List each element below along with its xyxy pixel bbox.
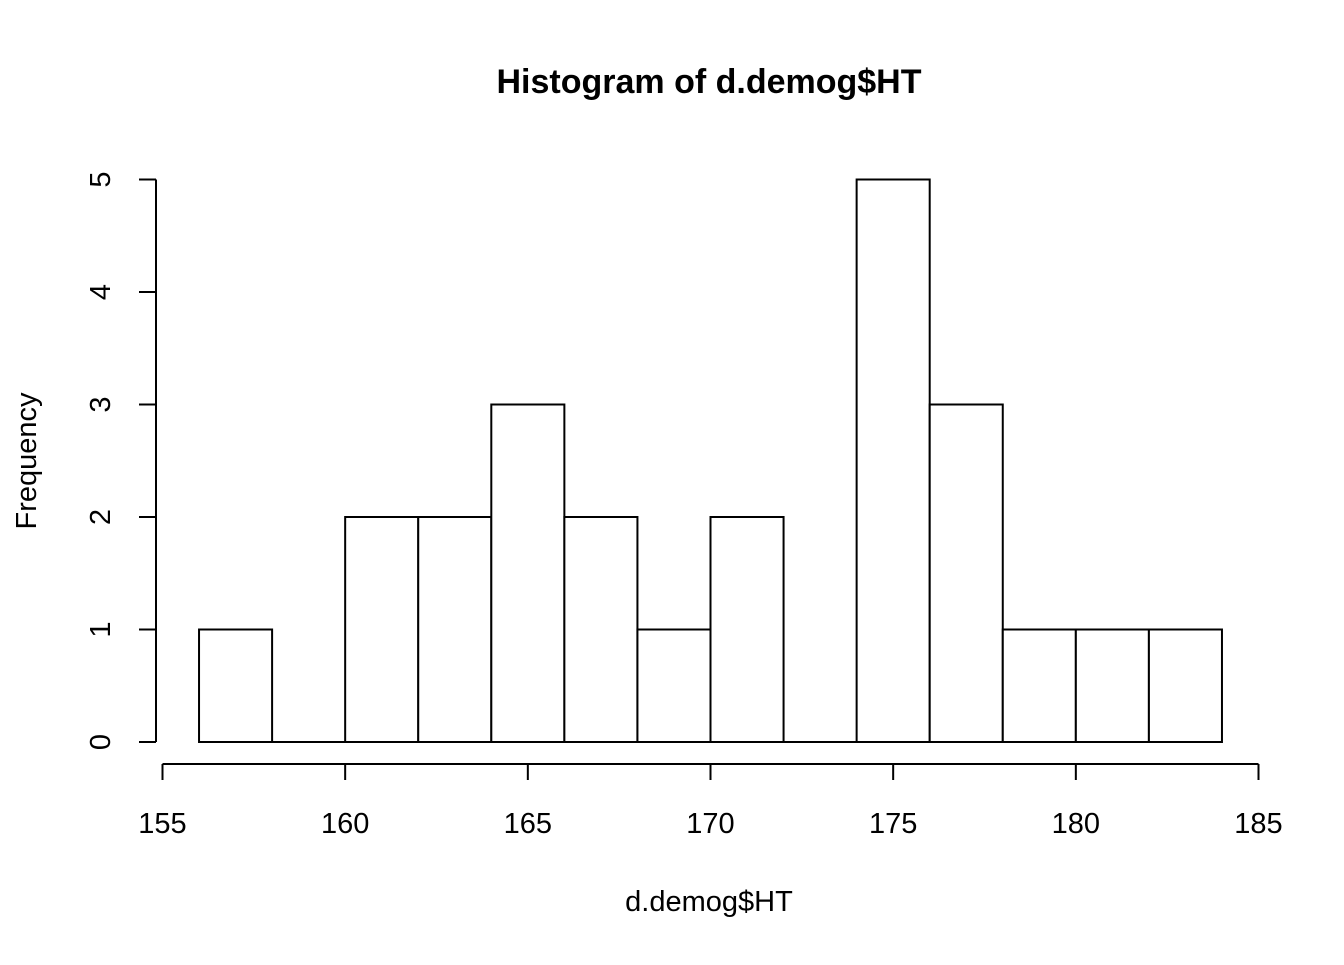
y-tick-label: 5: [85, 171, 117, 187]
y-tick-label: 4: [85, 284, 117, 300]
histogram-bar: [417, 516, 493, 743]
x-tick-label: 155: [138, 808, 186, 840]
chart-title: Histogram of d.demog$HT: [496, 63, 921, 101]
histogram-bar: [563, 516, 639, 743]
y-axis: 0 1 2 3 4 5: [85, 171, 157, 750]
histogram-bar: [855, 178, 931, 743]
x-axis-label: d.demog$HT: [625, 886, 793, 918]
bars-layer: [198, 178, 1223, 743]
histogram-bar: [198, 628, 274, 743]
histogram-bar: [636, 628, 712, 743]
y-tick-label: 1: [85, 621, 117, 637]
histogram-bar: [1147, 628, 1223, 743]
y-axis-label: Frequency: [11, 392, 43, 530]
histogram-bar: [1001, 628, 1077, 743]
y-tick-label: 0: [85, 734, 117, 750]
histogram-bar: [928, 403, 1004, 743]
x-tick-label: 160: [321, 808, 369, 840]
x-tick-label: 175: [869, 808, 917, 840]
x-tick-label: 165: [504, 808, 552, 840]
x-axis: 155 160 165 170 175 180 185: [138, 763, 1283, 840]
histogram-bar: [1074, 628, 1150, 743]
histogram-bar: [344, 516, 420, 743]
y-tick-label: 3: [85, 396, 117, 412]
x-tick-label: 180: [1052, 808, 1100, 840]
histogram-bar: [490, 403, 566, 743]
histogram-bar: [709, 516, 785, 743]
x-tick-label: 185: [1234, 808, 1282, 840]
y-tick-label: 2: [85, 509, 117, 525]
x-tick-label: 170: [686, 808, 734, 840]
